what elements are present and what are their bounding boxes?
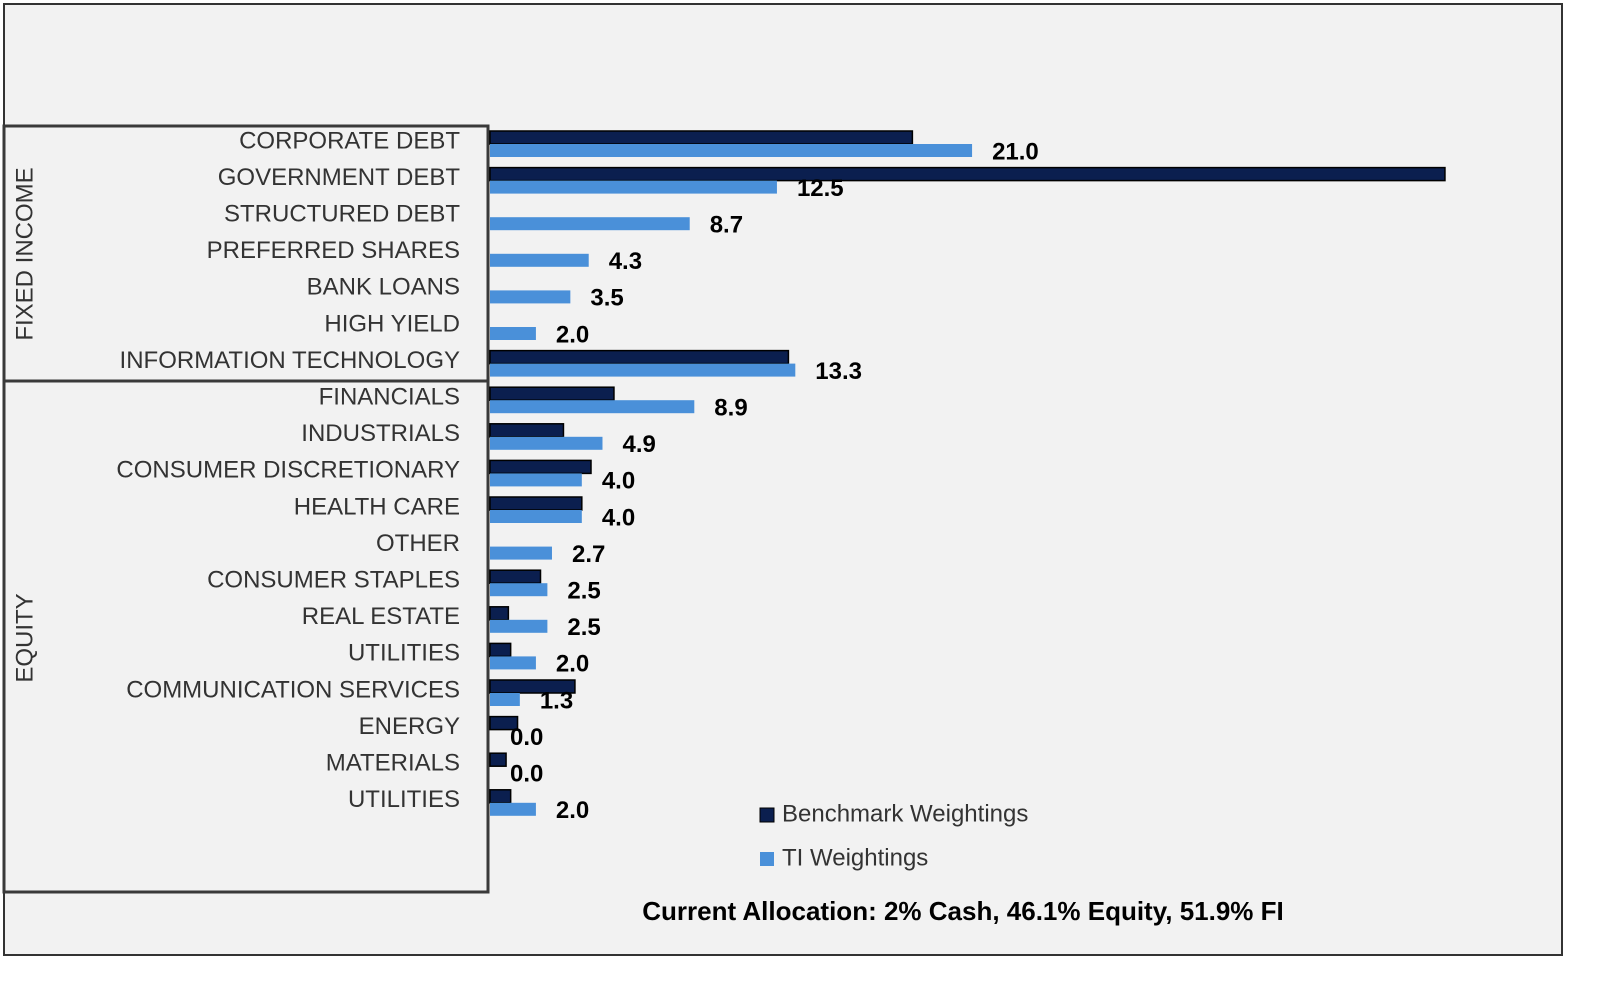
value-label: 2.7 — [572, 541, 605, 568]
category-label: BANK LOANS — [307, 274, 460, 301]
value-label: 4.9 — [622, 431, 655, 458]
bar — [489, 166, 1446, 182]
group-label: EQUITY — [11, 593, 38, 682]
value-label: 0.0 — [510, 761, 543, 788]
bar — [490, 619, 548, 633]
chart-border — [3, 3, 1563, 956]
group-box — [2, 379, 490, 894]
bar — [490, 290, 571, 304]
category-label: INFORMATION TECHNOLOGY — [120, 347, 460, 374]
bar — [489, 752, 507, 767]
value-label: 8.9 — [714, 395, 747, 422]
bar — [489, 642, 512, 658]
annotation: Current Allocation: 2% Cash, 46.1% Equit… — [642, 896, 1284, 926]
value-label: 4.3 — [609, 248, 642, 275]
value-label: 12.5 — [797, 175, 844, 202]
bar — [489, 715, 519, 731]
category-label: CONSUMER STAPLES — [207, 567, 460, 594]
bar — [490, 693, 520, 706]
category-label: FINANCIALS — [319, 384, 460, 411]
value-label: 2.5 — [567, 614, 600, 641]
bar — [489, 130, 914, 145]
bar — [489, 459, 592, 475]
bar — [490, 473, 582, 487]
category-label: HIGH YIELD — [324, 310, 460, 337]
bar — [489, 349, 790, 365]
category-label: UTILITIES — [348, 786, 460, 813]
value-label: 3.5 — [590, 285, 623, 312]
bar — [490, 400, 695, 414]
bar — [489, 679, 576, 694]
category-label: OTHER — [376, 530, 460, 557]
category-label: MATERIALS — [326, 750, 460, 777]
bar — [490, 436, 603, 450]
bar — [490, 546, 552, 560]
bar — [489, 569, 542, 584]
bar — [490, 656, 536, 670]
legend-swatch — [760, 852, 774, 866]
value-label: 21.0 — [992, 138, 1039, 165]
category-label: CONSUMER DISCRETIONARY — [116, 457, 460, 484]
bar — [490, 180, 777, 194]
value-label: 1.3 — [540, 687, 573, 714]
bar — [490, 327, 536, 340]
bar — [490, 510, 582, 523]
group-label: FIXED INCOME — [11, 167, 38, 340]
category-label: PREFERRED SHARES — [207, 237, 460, 264]
value-label: 2.0 — [556, 321, 589, 348]
bar — [490, 253, 589, 267]
bar — [490, 144, 973, 157]
legend-label: TI Weightings — [782, 844, 928, 871]
category-label: ENERGY — [359, 713, 460, 740]
bar — [489, 606, 510, 621]
category-label: INDUSTRIALS — [301, 420, 460, 447]
value-label: 2.5 — [567, 578, 600, 605]
category-label: STRUCTURED DEBT — [224, 201, 460, 228]
bar — [489, 789, 512, 804]
category-label: CORPORATE DEBT — [239, 127, 460, 154]
value-label: 13.3 — [815, 358, 862, 385]
legend-swatch — [759, 807, 775, 823]
value-label: 2.0 — [556, 651, 589, 678]
value-label: 0.0 — [510, 724, 543, 751]
category-label: GOVERNMENT DEBT — [218, 164, 461, 191]
category-label: COMMUNICATION SERVICES — [126, 676, 460, 703]
category-label: HEALTH CARE — [294, 493, 460, 520]
bar — [490, 363, 796, 377]
category-label: REAL ESTATE — [302, 603, 460, 630]
bar — [490, 583, 548, 597]
bar — [490, 217, 690, 231]
value-label: 4.0 — [602, 468, 635, 495]
value-label: 4.0 — [602, 504, 635, 531]
bar — [489, 423, 565, 438]
category-label: UTILITIES — [348, 640, 460, 667]
bar — [489, 496, 583, 511]
value-label: 2.0 — [556, 797, 589, 824]
bar — [489, 386, 615, 401]
bar — [490, 802, 536, 816]
value-label: 8.7 — [710, 212, 743, 239]
legend-label: Benchmark Weightings — [782, 800, 1028, 827]
